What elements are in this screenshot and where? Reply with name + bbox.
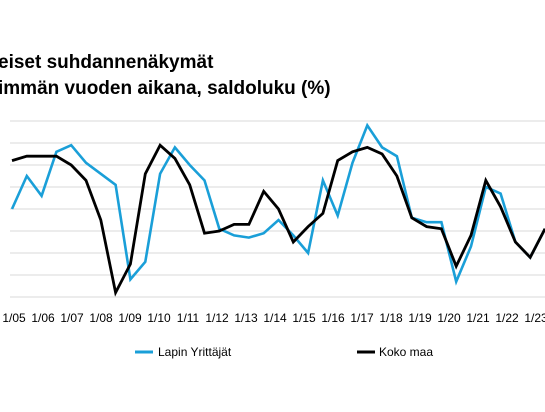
x-tick-label: 1/12 (205, 311, 229, 325)
legend: Lapin Yrittäjät Koko maa (135, 345, 433, 359)
x-tick-label: 1/11 (177, 311, 200, 325)
chart-title: eiset suhdannenäkymät immän vuoden aikan… (0, 50, 545, 102)
x-tick-label: 1/16 (321, 311, 345, 325)
x-tick-label: 1/22 (495, 311, 519, 325)
chart-title-line-1: eiset suhdannenäkymät (0, 52, 214, 73)
x-tick-label: 1/05 (2, 311, 26, 325)
x-tick-label: 1/13 (234, 311, 258, 325)
x-tick-label: 1/23 (524, 311, 545, 325)
x-tick-label: 1/14 (263, 311, 287, 325)
legend-label: Lapin Yrittäjät (158, 345, 232, 359)
x-tick-label: 1/06 (31, 311, 55, 325)
x-tick-label: 1/07 (60, 311, 84, 325)
chart-title-line-2: immän vuoden aikana, saldoluku (%) (0, 78, 331, 99)
x-axis-tick-labels: 1/05 1/06 1/07 1/08 1/09 1/10 1/11 1/12 1/13 1/14… (2, 311, 545, 325)
series-line-koko-maa (11, 142, 545, 297)
legend-label: Koko maa (379, 345, 433, 359)
x-tick-label: 1/21 (466, 311, 490, 325)
x-tick-label: 1/19 (408, 311, 432, 325)
x-tick-label: 1/17 (350, 311, 374, 325)
x-tick-label: 1/10 (147, 311, 171, 325)
x-tick-label: 1/08 (89, 311, 113, 325)
x-tick-label: 1/18 (379, 311, 403, 325)
x-tick-label: 1/09 (118, 311, 142, 325)
x-tick-label: 1/15 (292, 311, 316, 325)
series-line-lapin-yrittajat (10, 122, 545, 286)
x-tick-label: 1/20 (437, 311, 461, 325)
series-layer (10, 122, 545, 297)
